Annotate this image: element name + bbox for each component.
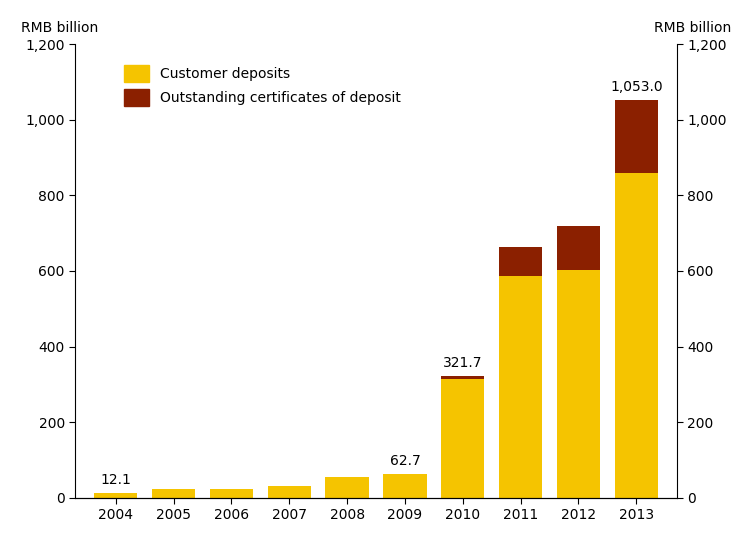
Text: 1,053.0: 1,053.0 — [610, 80, 663, 94]
Bar — [210, 489, 253, 498]
Text: RMB billion: RMB billion — [21, 21, 99, 35]
Legend: Customer deposits, Outstanding certificates of deposit: Customer deposits, Outstanding certifica… — [124, 65, 402, 106]
Bar — [499, 275, 542, 498]
Bar — [556, 270, 600, 498]
Bar — [556, 226, 600, 270]
Bar — [614, 173, 658, 498]
Bar — [441, 379, 484, 498]
Bar — [94, 493, 138, 498]
Text: 62.7: 62.7 — [390, 455, 420, 468]
Bar — [152, 489, 196, 498]
Bar — [268, 486, 311, 498]
Bar — [326, 477, 368, 498]
Text: RMB billion: RMB billion — [653, 21, 731, 35]
Bar — [499, 247, 542, 275]
Bar — [441, 376, 484, 379]
Bar — [384, 474, 426, 498]
Text: 321.7: 321.7 — [443, 357, 483, 371]
Bar — [614, 100, 658, 173]
Text: 12.1: 12.1 — [100, 473, 131, 487]
